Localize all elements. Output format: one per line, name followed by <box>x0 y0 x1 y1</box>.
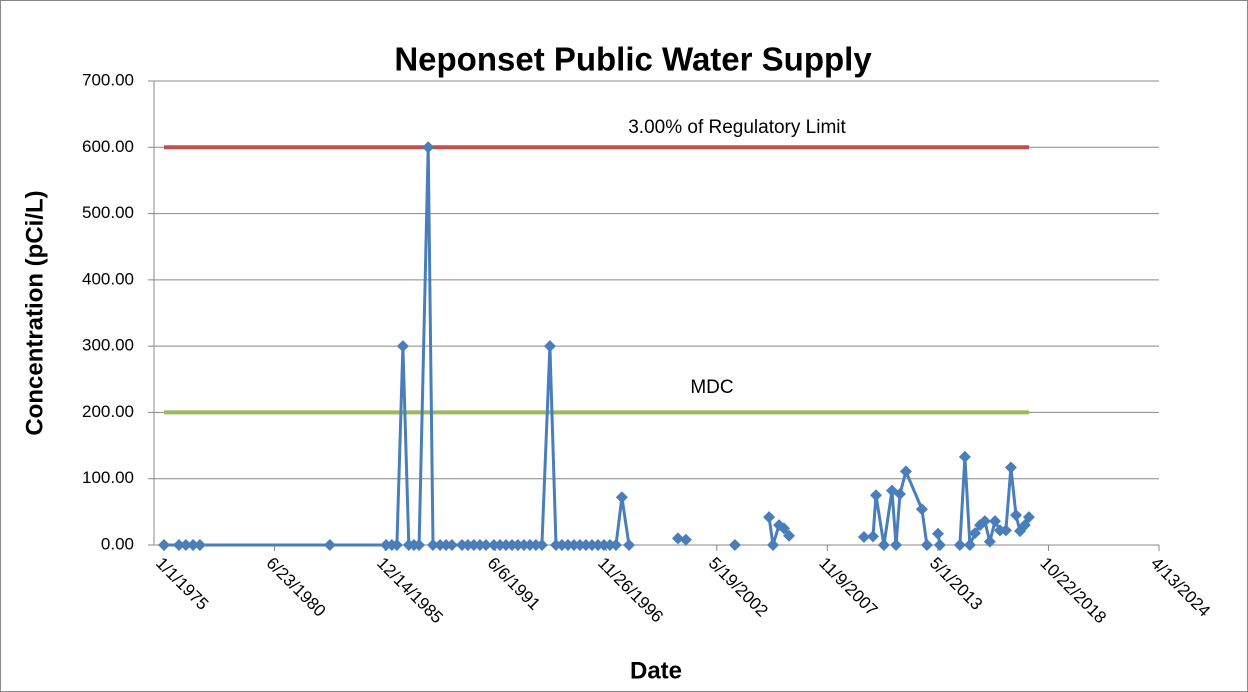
data-point <box>422 141 435 154</box>
data-point <box>920 539 933 551</box>
data-point <box>579 539 592 551</box>
data-point <box>1022 511 1035 524</box>
data-point <box>968 527 981 540</box>
data-point <box>983 535 996 548</box>
data-point <box>988 515 1001 528</box>
data-point <box>877 539 890 551</box>
data-point <box>573 539 586 551</box>
y-tick-label: 700.00 <box>82 70 134 89</box>
data-point <box>390 539 403 551</box>
y-tick-label: 200.00 <box>82 402 134 421</box>
data-point <box>958 450 971 463</box>
data-point <box>535 539 548 551</box>
data-point <box>615 491 628 504</box>
data-point <box>172 539 185 551</box>
data-point <box>487 539 500 551</box>
y-tick-label: 100.00 <box>82 468 134 487</box>
y-axis-title: Concentration (pCi/L) <box>21 190 48 435</box>
data-point <box>763 511 776 524</box>
y-tick-label: 600.00 <box>82 137 134 156</box>
data-point <box>777 522 790 535</box>
data-point <box>543 340 556 353</box>
data-point <box>323 539 336 551</box>
data-point <box>500 539 513 551</box>
data-point <box>766 539 779 551</box>
data-point <box>893 487 906 500</box>
x-axis-title: Date <box>630 657 682 684</box>
data-point <box>467 539 480 551</box>
data-point <box>445 539 458 551</box>
data-point <box>1004 461 1017 474</box>
data-point <box>915 503 928 516</box>
data-point <box>933 539 946 551</box>
data-point <box>529 539 542 551</box>
data-point <box>963 539 976 551</box>
data-point <box>493 539 506 551</box>
y-tick-label: 300.00 <box>82 336 134 355</box>
data-point <box>511 539 524 551</box>
data-point <box>1009 509 1022 522</box>
data-point <box>158 539 170 551</box>
y-tick-label: 500.00 <box>82 203 134 222</box>
data-point <box>870 489 883 502</box>
data-point <box>679 533 692 546</box>
data-point <box>622 539 635 551</box>
data-point <box>426 539 439 551</box>
data-point <box>479 539 492 551</box>
data-point <box>728 539 741 551</box>
data-point <box>978 515 991 528</box>
data-point <box>953 539 966 551</box>
data-point <box>473 539 486 551</box>
data-point <box>603 539 616 551</box>
data-point <box>396 340 409 353</box>
data-point <box>899 465 912 478</box>
data-point <box>999 524 1012 537</box>
line-annotation: 3.00% of Regulatory Limit <box>628 117 846 138</box>
chart-title: Neponset Public Water Supply <box>394 41 872 78</box>
data-point <box>187 539 200 551</box>
data-point <box>857 531 870 544</box>
y-tick-label: 0.00 <box>101 534 134 553</box>
data-point <box>671 532 684 545</box>
line-annotation: MDC <box>690 377 733 398</box>
data-point <box>609 539 622 551</box>
data-point <box>413 539 426 551</box>
y-tick-label: 400.00 <box>82 269 134 288</box>
data-point <box>193 539 206 551</box>
data-point <box>890 539 903 551</box>
data-point <box>866 530 879 543</box>
data-point <box>931 527 944 540</box>
data-point <box>555 539 568 551</box>
data-point <box>179 539 192 551</box>
data-point <box>783 529 796 542</box>
data-point <box>1018 519 1031 532</box>
